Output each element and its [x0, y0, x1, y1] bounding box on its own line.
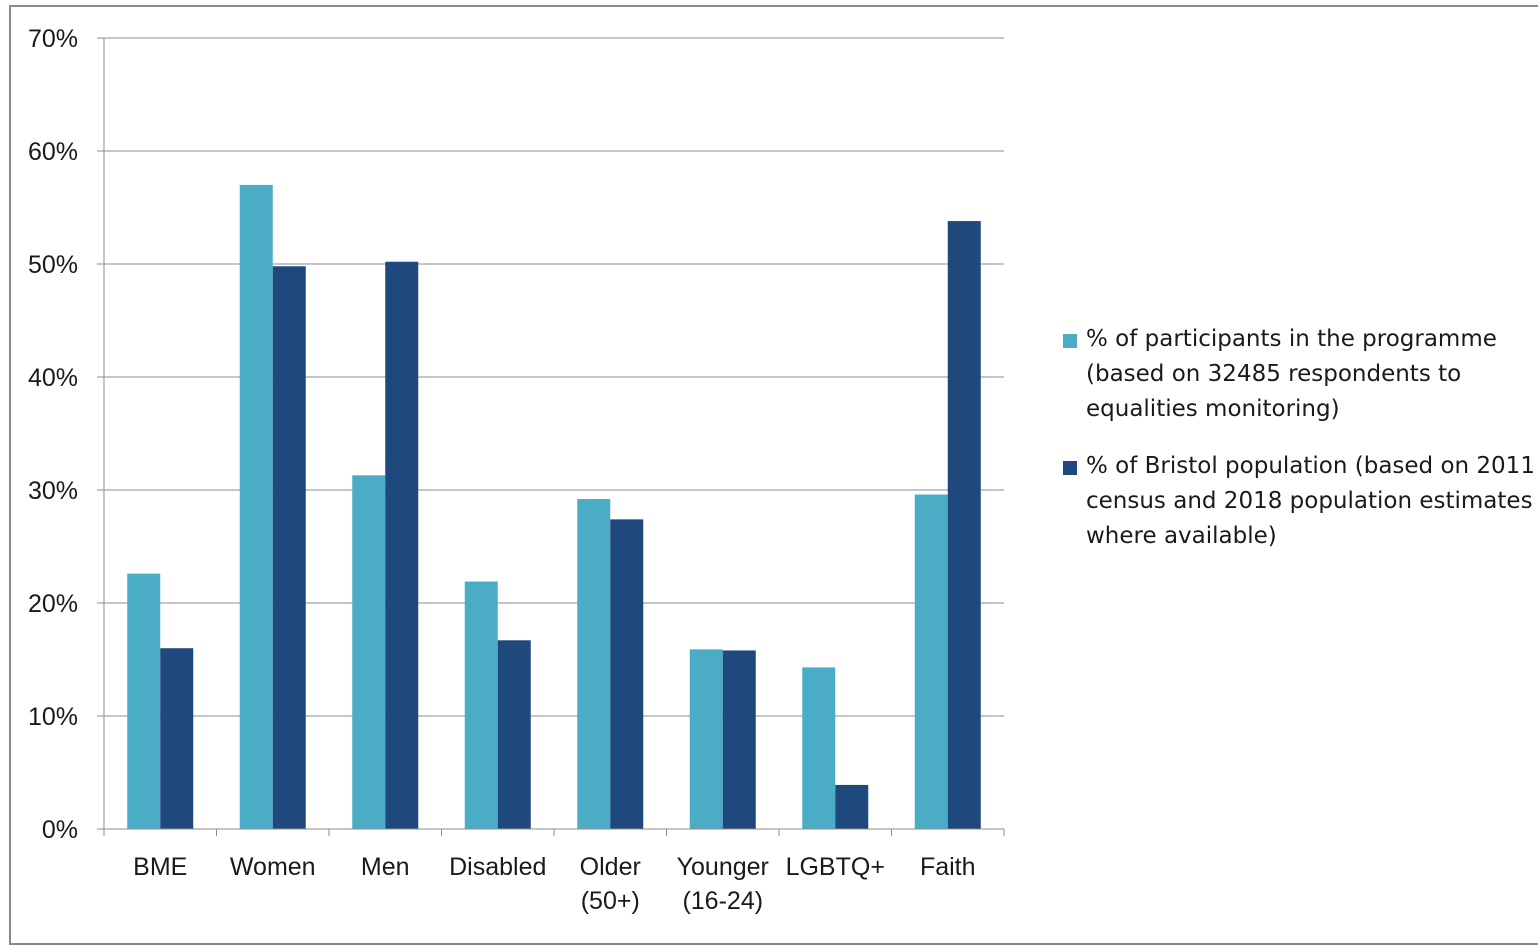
- y-tick-label: 20%: [28, 590, 78, 618]
- gridlines: [97, 37, 1004, 830]
- x-axis-tick-labels: BME Women Men Disabled Older (50+) Younger (16-…: [133, 853, 975, 915]
- bars: [127, 184, 981, 829]
- y-tick-label: 0%: [42, 816, 78, 844]
- bar-bristol-population: [497, 640, 531, 829]
- y-axis-tick-labels: 0% 10% 20% 30% 40% 50% 60% 70%: [28, 25, 78, 844]
- x-tick-label: Older (50+): [580, 853, 641, 915]
- bar-participants: [127, 573, 161, 829]
- bar-participants: [464, 581, 498, 829]
- bar-participants: [577, 499, 611, 829]
- bar-participants: [352, 475, 386, 829]
- legend-label-participants: % of participants in the programme (base…: [1086, 326, 1497, 422]
- legend-item-bristol-population: % of Bristol population (based on 2011 c…: [1063, 449, 1538, 554]
- bar-bristol-population: [610, 519, 644, 829]
- x-tick-label: LGBTQ+: [786, 853, 885, 881]
- legend-label-bristol-population: % of Bristol population (based on 2011 c…: [1086, 453, 1535, 549]
- legend-swatch-bristol-population: [1063, 461, 1077, 475]
- bar-bristol-population: [947, 221, 981, 829]
- bar-participants: [689, 649, 723, 829]
- y-tick-label: 40%: [28, 364, 78, 392]
- bar-bristol-population: [160, 648, 194, 829]
- legend-item-participants: % of participants in the programme (base…: [1063, 322, 1538, 427]
- bar-bristol-population: [835, 784, 869, 829]
- bar-bristol-population: [385, 261, 419, 829]
- x-tick-label: Faith: [920, 853, 976, 881]
- y-tick-label: 10%: [28, 703, 78, 731]
- y-tick-label: 30%: [28, 477, 78, 505]
- y-tick-label: 70%: [28, 25, 78, 53]
- y-tick-label: 50%: [28, 251, 78, 279]
- x-tick-label: Men: [361, 853, 410, 881]
- bar-bristol-population: [272, 266, 306, 829]
- legend: % of participants in the programme (base…: [1063, 322, 1538, 576]
- bar-participants: [914, 494, 948, 829]
- y-tick-label: 60%: [28, 138, 78, 166]
- x-tick-label: Younger (16-24): [677, 853, 769, 915]
- x-tick-label: Disabled: [449, 853, 546, 881]
- bar-participants: [802, 667, 836, 829]
- x-tick-label: Women: [230, 853, 316, 881]
- axes: [103, 38, 1005, 836]
- x-tick-label: BME: [133, 853, 187, 881]
- bar-bristol-population: [722, 650, 756, 829]
- legend-swatch-participants: [1063, 334, 1077, 348]
- bar-participants: [239, 184, 273, 829]
